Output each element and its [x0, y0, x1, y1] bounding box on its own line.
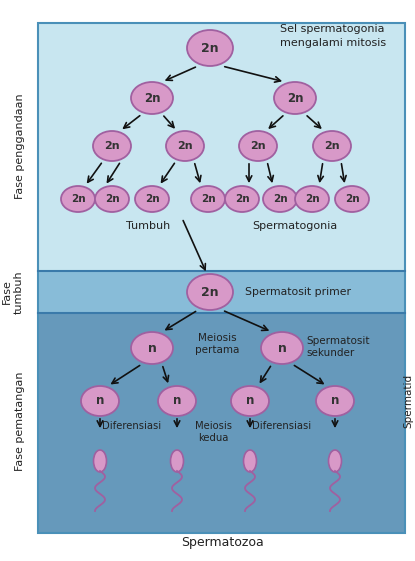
Ellipse shape	[263, 186, 297, 212]
Text: 2n: 2n	[71, 194, 85, 204]
Ellipse shape	[81, 386, 119, 416]
Bar	[38, 23, 405, 533]
Text: Diferensiasi: Diferensiasi	[102, 421, 161, 431]
Ellipse shape	[171, 450, 183, 472]
Ellipse shape	[191, 186, 225, 212]
Text: 2n: 2n	[177, 141, 193, 151]
Text: 2n: 2n	[144, 91, 160, 104]
Ellipse shape	[93, 131, 131, 161]
Text: Fase pematangan: Fase pematangan	[15, 371, 25, 471]
Ellipse shape	[335, 186, 369, 212]
Text: Meiosis
pertama: Meiosis pertama	[195, 333, 239, 356]
Text: 2n: 2n	[324, 141, 340, 151]
Ellipse shape	[61, 186, 95, 212]
Ellipse shape	[187, 30, 233, 66]
Text: 2n: 2n	[145, 194, 159, 204]
Text: 2n: 2n	[201, 42, 219, 54]
Text: Spermatosit
sekunder: Spermatosit sekunder	[306, 336, 369, 358]
Ellipse shape	[274, 82, 316, 114]
Bar	[38, 312, 405, 533]
Ellipse shape	[239, 131, 277, 161]
Text: n: n	[96, 394, 104, 407]
Bar	[38, 270, 405, 313]
Ellipse shape	[295, 186, 329, 212]
Ellipse shape	[225, 186, 259, 212]
Text: 2n: 2n	[250, 141, 266, 151]
Ellipse shape	[158, 386, 196, 416]
Text: 2n: 2n	[305, 194, 319, 204]
Ellipse shape	[231, 386, 269, 416]
Ellipse shape	[166, 131, 204, 161]
Text: 2n: 2n	[235, 194, 249, 204]
Text: n: n	[278, 342, 286, 355]
Ellipse shape	[329, 450, 342, 472]
Text: Sel spermatogonia
mengalami mitosis: Sel spermatogonia mengalami mitosis	[280, 24, 386, 48]
Ellipse shape	[313, 131, 351, 161]
Text: 2n: 2n	[105, 194, 120, 204]
Text: Spermatosit primer: Spermatosit primer	[245, 287, 351, 297]
Text: 2n: 2n	[104, 141, 120, 151]
Text: n: n	[331, 394, 339, 407]
Text: Spermatogonia: Spermatogonia	[252, 221, 338, 231]
Text: Spermatozoa: Spermatozoa	[181, 536, 264, 549]
Ellipse shape	[131, 82, 173, 114]
Text: 2n: 2n	[345, 194, 359, 204]
Ellipse shape	[131, 332, 173, 364]
Ellipse shape	[95, 186, 129, 212]
Text: n: n	[173, 394, 181, 407]
Text: n: n	[246, 394, 254, 407]
Ellipse shape	[261, 332, 303, 364]
Text: Meiosis
kedua: Meiosis kedua	[195, 421, 232, 443]
Ellipse shape	[244, 450, 256, 472]
Ellipse shape	[93, 450, 107, 472]
Text: Tumbuh: Tumbuh	[126, 221, 170, 231]
Text: Spermatid: Spermatid	[403, 374, 413, 428]
Text: n: n	[148, 342, 156, 355]
Ellipse shape	[135, 186, 169, 212]
Text: 2n: 2n	[273, 194, 287, 204]
Text: Fase
tumbuh: Fase tumbuh	[2, 270, 24, 314]
Text: 2n: 2n	[201, 286, 219, 298]
Text: Diferensiasi: Diferensiasi	[252, 421, 311, 431]
Text: 2n: 2n	[287, 91, 303, 104]
Ellipse shape	[187, 274, 233, 310]
Text: 2n: 2n	[201, 194, 215, 204]
Ellipse shape	[316, 386, 354, 416]
Bar	[38, 23, 405, 271]
Text: Fase penggandaan: Fase penggandaan	[15, 93, 25, 199]
